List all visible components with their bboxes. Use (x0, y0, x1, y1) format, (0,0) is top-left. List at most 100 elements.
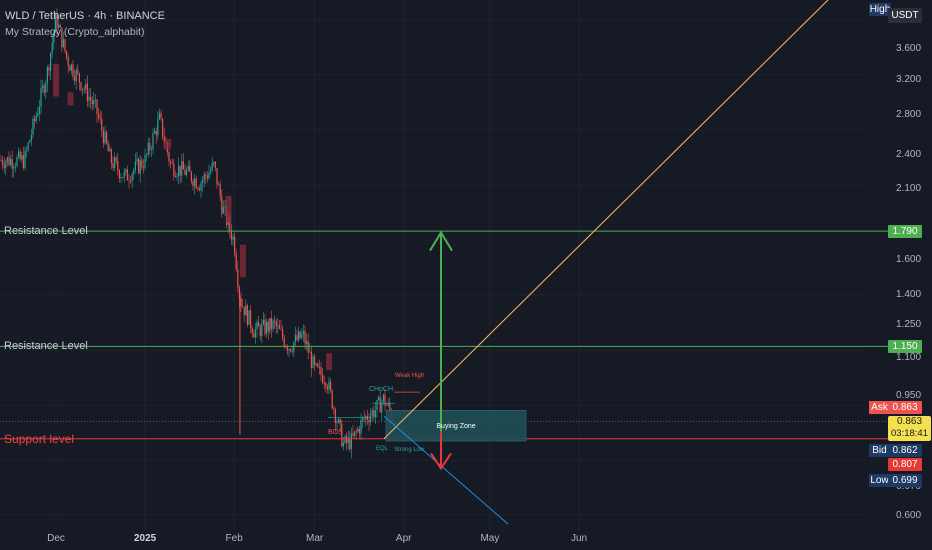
candle-body (362, 417, 364, 421)
supply-block (326, 353, 333, 371)
candle-body (118, 170, 120, 179)
candle-body (234, 236, 236, 254)
price-tick: 1.250 (896, 318, 922, 330)
time-tick: Feb (225, 533, 243, 544)
candle-body (261, 323, 263, 337)
candle-body (206, 176, 208, 179)
time-tick: Apr (395, 533, 412, 544)
time-tick: 2025 (133, 533, 157, 544)
candle-body (328, 381, 330, 390)
candle-body (266, 321, 268, 334)
candle-body (141, 160, 143, 168)
candle-body (349, 437, 351, 450)
candle-body (24, 150, 26, 168)
candle-body (333, 408, 335, 410)
candle-body (270, 318, 272, 330)
bid-badge: 0.862 (888, 444, 922, 457)
candle-body (126, 169, 128, 181)
candle-body (387, 403, 389, 406)
candle-body (102, 130, 104, 144)
candle-body (210, 170, 212, 173)
candle-body (139, 160, 141, 174)
candle-body (315, 363, 317, 365)
candle-body (10, 159, 12, 166)
strong-low-label: Strong Low (394, 447, 425, 453)
candle-body (142, 167, 144, 168)
candle-body (62, 39, 64, 48)
trendline (383, 0, 829, 440)
candle-body (58, 24, 60, 29)
candle-body (277, 325, 279, 327)
candle-body (22, 155, 24, 168)
candle-body (299, 331, 301, 338)
candle-body (267, 321, 269, 332)
price-tick: 1.100 (896, 352, 922, 364)
supply-block (53, 63, 60, 97)
ask-badge: 0.863 (888, 401, 922, 414)
candle-body (130, 180, 132, 182)
candle-body (318, 366, 320, 368)
ask-tag: Ask (869, 401, 890, 414)
candle-body (310, 351, 312, 368)
price-tick: 0.950 (896, 390, 922, 402)
candle-body (64, 39, 66, 52)
candle-body (341, 423, 343, 447)
price-tick: 3.600 (896, 43, 922, 54)
candle-body (202, 180, 204, 184)
candle-body (19, 151, 21, 160)
strategy-title: My Strategy (Crypto_alphabit) (5, 26, 145, 38)
candle-body (378, 397, 380, 400)
candle-body (182, 161, 184, 170)
candle-body (154, 131, 156, 134)
candle-body (98, 113, 100, 118)
buying-zone-label: Buying Zone (436, 423, 476, 430)
candle-body (83, 88, 85, 90)
candle-body (366, 416, 368, 420)
currency-selector[interactable]: USDT (888, 8, 922, 23)
candle-body (376, 399, 378, 411)
candle-body (168, 152, 170, 162)
candle-body (174, 176, 176, 177)
symbol-title: WLD / TetherUS · 4h · BINANCE (5, 10, 165, 22)
candle-body (93, 100, 95, 105)
candle-body (158, 112, 160, 120)
resistance-level-label-1: Resistance Level (4, 225, 88, 237)
candle-body (294, 335, 296, 343)
candle-body (160, 112, 162, 119)
candle-body (122, 177, 124, 179)
candle-body (238, 287, 240, 299)
candle-body (317, 363, 319, 367)
candle-body (29, 140, 31, 143)
candle-body (229, 217, 231, 231)
candle-body (280, 328, 282, 330)
candle-body (346, 436, 348, 443)
buying-zone (385, 410, 527, 442)
candle-body (314, 356, 316, 365)
candle-body (243, 306, 245, 316)
candle-body (106, 131, 108, 143)
candle-body (114, 157, 116, 168)
candle-body (91, 100, 93, 105)
candle-body (48, 67, 50, 71)
candle-body (56, 14, 58, 29)
candle-body (46, 67, 48, 84)
price-tick: 2.400 (896, 148, 922, 160)
candle-body (274, 320, 276, 322)
candle-body (99, 117, 101, 120)
candle-body (240, 298, 242, 307)
candle-body (373, 410, 375, 418)
candle-body (27, 142, 29, 150)
candle-body (74, 76, 76, 81)
candle-body (374, 410, 376, 418)
supply-block (67, 92, 74, 106)
candle-body (37, 113, 39, 116)
candle-body (136, 159, 138, 162)
candle-body (128, 180, 130, 182)
high-tag: High (869, 3, 891, 16)
candle-body (195, 178, 197, 189)
candle-body (237, 269, 239, 288)
candle-body (307, 341, 309, 353)
candle-body (21, 155, 23, 160)
